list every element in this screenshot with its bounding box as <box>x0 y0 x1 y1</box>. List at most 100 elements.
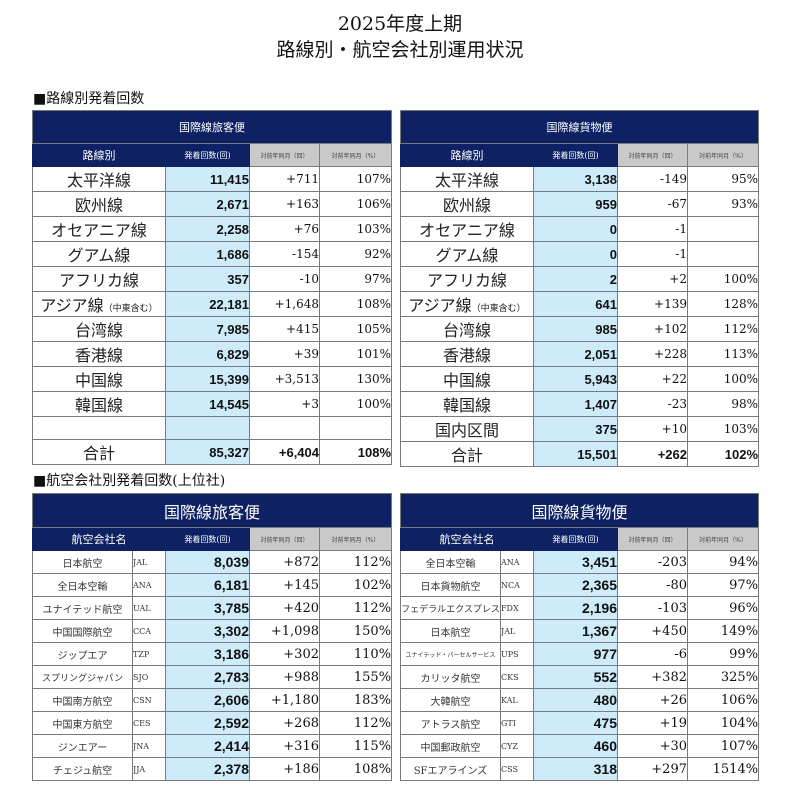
table-caption: 国際線貨物便 <box>399 493 760 528</box>
yoy-diff: -23 <box>617 391 688 417</box>
route-name-text: 香港線 <box>74 346 123 365</box>
airline-code: CCA <box>132 619 166 643</box>
flight-count: 977 <box>533 642 618 666</box>
route-name-text: アフリカ線 <box>426 271 507 290</box>
route-name-text: オセアニア線 <box>419 221 515 240</box>
total-pct: 102% <box>687 441 759 467</box>
route-name-text: 欧州線 <box>442 196 491 215</box>
airline-name: 中国南方航空 <box>32 688 133 712</box>
table-row: 日本航空 JAL 8,039 +872 112% <box>32 550 393 574</box>
table-row: カリッタ航空 CKS 552 +382 325% <box>400 665 760 689</box>
flight-count: 2,258 <box>165 216 250 242</box>
col-header-diff: 対前年同月（回） <box>617 527 688 551</box>
route-name-text: アフリカ線 <box>58 271 139 290</box>
yoy-diff: -103 <box>617 596 688 620</box>
table-row: 大韓航空 KAL 480 +26 106% <box>400 688 760 712</box>
yoy-diff: +10 <box>617 416 688 442</box>
route-name: アジア線（中東含む） <box>400 291 534 317</box>
col-header-route: 路線別 <box>32 143 166 167</box>
airline-code: ANA <box>500 550 534 574</box>
total-row: 合計 85,327 +6,404 108% <box>32 439 392 465</box>
route-name-text: グアム線 <box>435 246 499 265</box>
yoy-diff: +145 <box>249 573 320 597</box>
yoy-diff: -80 <box>617 573 688 597</box>
route-name-text: 中国線 <box>442 371 491 390</box>
airline-name: カリッタ航空 <box>400 665 501 689</box>
flight-count: 3,451 <box>533 550 618 574</box>
table-row: 台湾線 985 +102 112% <box>400 316 759 342</box>
airline-code: TZP <box>132 642 166 666</box>
total-diff: +6,404 <box>249 439 320 465</box>
airline-code: JAL <box>500 619 534 643</box>
yoy-pct: 112% <box>318 596 393 620</box>
total-count: 85,327 <box>165 439 250 465</box>
table-row: グアム線 0 -1 <box>400 241 759 267</box>
flight-count: 460 <box>533 734 618 758</box>
yoy-diff: +415 <box>249 316 320 342</box>
route-name-text: 国内区間 <box>434 421 499 440</box>
route-name: 韓国線 <box>32 391 166 417</box>
yoy-pct: 99% <box>686 642 760 666</box>
flight-count: 375 <box>533 416 618 442</box>
flight-count: 641 <box>533 291 618 317</box>
airline-code: SJO <box>132 665 166 689</box>
flight-count: 2,592 <box>165 711 250 735</box>
flight-count: 318 <box>533 757 618 781</box>
yoy-pct: 106% <box>319 191 392 217</box>
flight-count: 15,399 <box>165 366 250 392</box>
flight-count: 6,181 <box>165 573 250 597</box>
flight-count: 1,367 <box>533 619 618 643</box>
airline-name: アトラス航空 <box>400 711 501 735</box>
table-row: 台湾線 7,985 +415 105% <box>32 316 392 342</box>
yoy-pct: 100% <box>687 366 759 392</box>
yoy-diff: -1 <box>617 216 688 242</box>
airline-code: CYZ <box>500 734 534 758</box>
airline-name: 中国東方航空 <box>32 711 133 735</box>
col-header-pct: 対前年同月（%） <box>686 527 760 551</box>
yoy-diff: +228 <box>617 341 688 367</box>
route-name-text: 台湾線 <box>442 321 491 340</box>
airline-code: JJA <box>132 757 166 781</box>
route-name-note: （中東含む） <box>471 304 526 314</box>
table-row: 全日本空輸 ANA 6,181 +145 102% <box>32 573 393 597</box>
yoy-diff: -6 <box>617 642 688 666</box>
route-name-note: （中東含む） <box>103 304 158 314</box>
route-cargo-table: 国際線貨物便 路線別 発着回数(回) 対前年同月（回） 対前年同月（%） 太平洋… <box>400 110 759 467</box>
table-row: オセアニア線 2,258 +76 103% <box>32 216 392 242</box>
flight-count: 1,407 <box>533 391 618 417</box>
total-pct: 108% <box>319 439 392 465</box>
flight-count: 5,943 <box>533 366 618 392</box>
airline-name: 全日本空輸 <box>400 550 501 574</box>
route-name-text: アジア線 <box>40 296 104 315</box>
airline-name: ジンエアー <box>32 734 133 758</box>
flight-count: 11,415 <box>165 166 250 192</box>
airline-name: フェデラルエクスプレス <box>400 596 501 620</box>
col-header-pct: 対前年同月（%） <box>687 143 759 167</box>
yoy-pct: 107% <box>319 166 392 192</box>
yoy-diff: +102 <box>617 316 688 342</box>
yoy-diff: +1,098 <box>249 619 320 643</box>
table-row: 太平洋線 3,138 -149 95% <box>400 166 759 192</box>
yoy-pct: 112% <box>318 711 393 735</box>
yoy-pct: 94% <box>686 550 760 574</box>
route-name: 台湾線 <box>32 316 166 342</box>
col-header-count: 発着回数(回) <box>533 527 618 551</box>
yoy-diff: +186 <box>249 757 320 781</box>
yoy-pct: 105% <box>319 316 392 342</box>
airline-code: UPS <box>500 642 534 666</box>
table-row: 日本貨物航空 NCA 2,365 -80 97% <box>400 573 760 597</box>
yoy-diff: -154 <box>249 241 320 267</box>
airline-name: スプリングジャパン <box>32 665 133 689</box>
yoy-diff: +1,180 <box>249 688 320 712</box>
col-header-airline: 航空会社名 <box>32 527 166 551</box>
yoy-diff: +1,648 <box>249 291 320 317</box>
table-row: 欧州線 959 -67 93% <box>400 191 759 217</box>
table-row: アトラス航空 GTI 475 +19 104% <box>400 711 760 735</box>
airline-code: NCA <box>500 573 534 597</box>
airline-passenger-table: 国際線旅客便 航空会社名 発着回数(回) 対前年同月（回） 対前年同月（%） 日… <box>31 493 393 781</box>
route-name: 中国線 <box>32 366 166 392</box>
airline-name: ユナイテッド航空 <box>32 596 133 620</box>
table-row: グアム線 1,686 -154 92% <box>32 241 392 267</box>
yoy-diff: -10 <box>249 266 320 292</box>
yoy-diff: -67 <box>617 191 688 217</box>
